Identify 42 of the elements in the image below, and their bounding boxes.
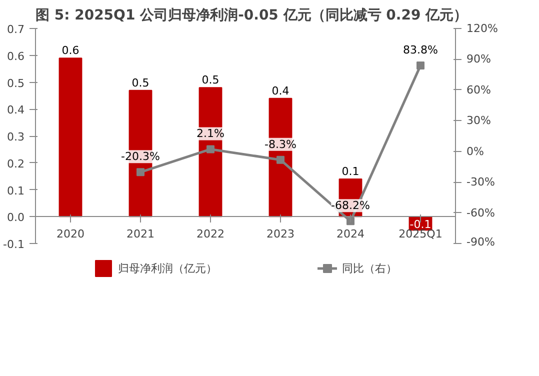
y2-tick-label: -90% xyxy=(466,236,495,248)
x-tick-label: 2022 xyxy=(196,228,225,241)
x-tick-label: 2024 xyxy=(336,228,365,241)
data-label: 0.1 xyxy=(342,165,360,178)
legend-label: 归母净利润（亿元） xyxy=(118,260,217,276)
data-label: 0.6 xyxy=(62,44,80,58)
data-label: -0.1 xyxy=(410,218,432,231)
y2-tick-label: -30% xyxy=(466,176,495,189)
y-tick-label: 0.1 xyxy=(7,184,25,198)
data-label: 0.4 xyxy=(272,84,290,98)
chart-title: 图 5: 2025Q1 公司归母净利润-0.05 亿元（同比减亏 0.29 亿元） xyxy=(36,6,468,24)
y2-tick-label: 120% xyxy=(466,22,498,35)
point xyxy=(136,168,144,176)
data-label: -8.3% xyxy=(264,138,296,151)
y-tick-label: 0.6 xyxy=(7,50,25,63)
y-tick-label: 0.0 xyxy=(7,211,25,224)
y-tick-label: 0.4 xyxy=(7,104,25,117)
point xyxy=(346,217,354,226)
data-label: 0.5 xyxy=(132,76,150,90)
y2-tick-label: -60% xyxy=(466,206,495,220)
data-label: -20.3% xyxy=(121,150,160,164)
y2-tick-label: 30% xyxy=(466,114,491,128)
y-tick-label: 0.7 xyxy=(7,23,25,36)
y-tick-label: 0.2 xyxy=(7,157,25,170)
x-tick-label: 2021 xyxy=(126,228,155,241)
point xyxy=(276,156,284,164)
x-tick-label: 2023 xyxy=(266,228,295,241)
data-label: 0.5 xyxy=(202,74,220,87)
legend-label: 同比（右） xyxy=(342,260,397,276)
y2-tick-label: 60% xyxy=(466,83,491,96)
y-tick-label: 0.3 xyxy=(7,130,25,144)
point xyxy=(416,62,424,70)
y-tick-label: 0.5 xyxy=(7,76,25,90)
y-tick-label: -0.1 xyxy=(3,238,25,251)
data-label: 2.1% xyxy=(196,127,224,140)
y2-tick-label: 0% xyxy=(466,144,484,158)
x-tick-label: 2020 xyxy=(56,228,85,241)
data-label: 83.8% xyxy=(403,44,438,57)
bar xyxy=(58,58,82,218)
data-label: -68.2% xyxy=(331,199,370,212)
y2-tick-label: 90% xyxy=(466,52,491,66)
point xyxy=(206,145,214,154)
